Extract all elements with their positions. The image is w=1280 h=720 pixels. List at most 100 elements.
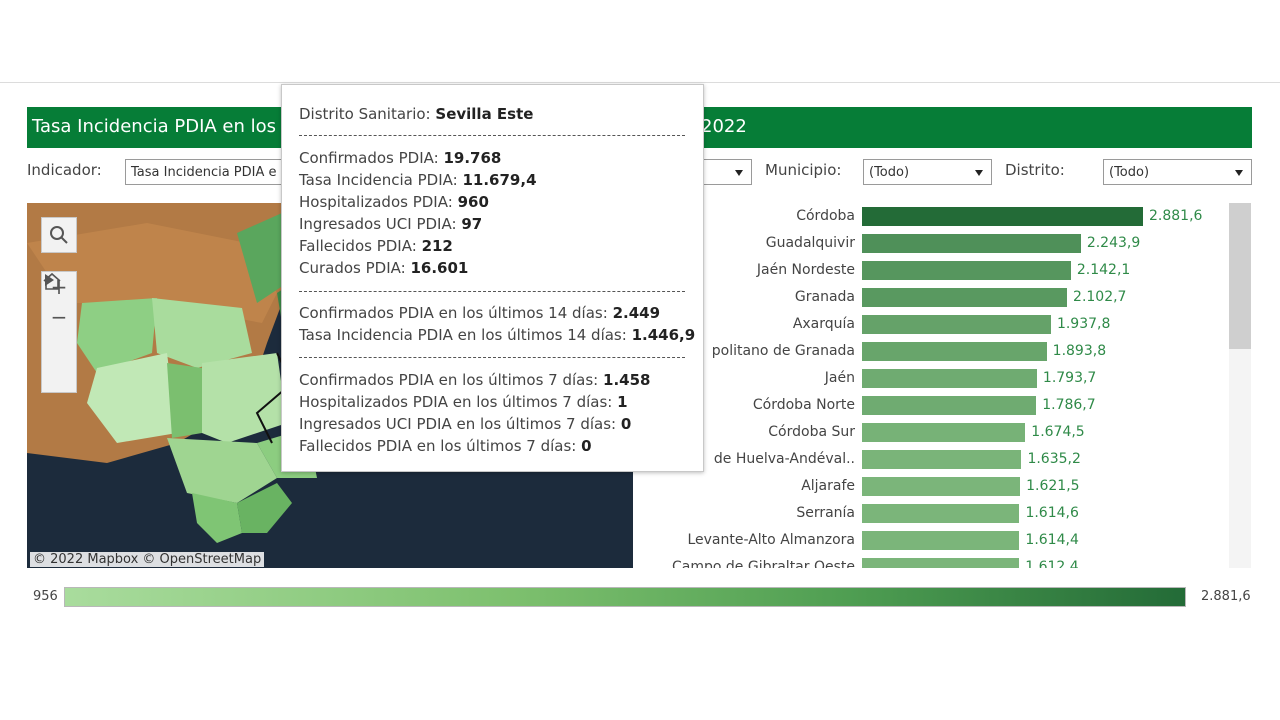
tooltip-row: Confirmados PDIA en los últimos 14 días:… — [299, 304, 660, 322]
bar-mark[interactable] — [862, 234, 1081, 253]
tooltip-row: Confirmados PDIA: 19.768 — [299, 149, 501, 167]
bar-value-label: 1.612,4 — [1025, 559, 1079, 568]
play-button[interactable] — [42, 274, 76, 392]
tooltip-row-value: 19.768 — [443, 149, 502, 167]
zoom-out-button[interactable]: − — [42, 302, 76, 332]
tooltip-district-label: Distrito Sanitario: — [299, 105, 431, 123]
map-search-button[interactable] — [41, 217, 77, 253]
region-district — [87, 353, 177, 443]
tooltip-row-value: 212 — [421, 237, 453, 255]
tooltip-row-label: Fallecidos PDIA en los últimos 7 días: — [299, 437, 577, 455]
bar-value-label: 1.674,5 — [1031, 424, 1085, 440]
bar-category-label: Jaén Nordeste — [756, 262, 855, 278]
top-divider — [0, 82, 1280, 83]
bar-mark[interactable] — [862, 288, 1068, 307]
region-district — [237, 483, 292, 533]
tooltip-row-value: 97 — [461, 215, 483, 233]
tooltip-row-label: Tasa Incidencia PDIA: — [299, 171, 458, 189]
tooltip-row: Hospitalizados PDIA: 960 — [299, 193, 489, 211]
bar-mark[interactable] — [862, 504, 1020, 523]
indicador-select-value: Tasa Incidencia PDIA e — [131, 165, 277, 180]
region-district — [192, 493, 242, 543]
tooltip-district-value: Sevilla Este — [435, 105, 534, 123]
tooltip-row-label: Ingresados UCI PDIA: — [299, 215, 457, 233]
tooltip-row-value: 0 — [581, 437, 592, 455]
bar-value-label: 1.937,8 — [1056, 316, 1111, 332]
bar-mark[interactable] — [862, 450, 1022, 469]
bar-chart-scrollbar[interactable] — [1229, 203, 1251, 568]
bar-mark[interactable] — [862, 477, 1021, 496]
bar-mark[interactable] — [862, 396, 1037, 415]
bar-value-label: 2.102,7 — [1073, 289, 1127, 305]
bar-value-label: 1.614,4 — [1025, 532, 1079, 548]
distrito-select-value: (Todo) — [1109, 165, 1150, 180]
search-icon — [50, 226, 68, 244]
bar-mark[interactable] — [862, 315, 1051, 334]
bar-category-label: Córdoba — [796, 208, 855, 224]
tooltip-row-value: 11.679,4 — [462, 171, 537, 189]
scrollbar-thumb[interactable] — [1229, 203, 1251, 349]
tooltip-row-label: Hospitalizados PDIA: — [299, 193, 453, 211]
tooltip-row-value: 0 — [620, 415, 632, 433]
bar-mark[interactable] — [862, 261, 1071, 280]
chevron-down-icon — [1235, 170, 1243, 176]
bar-value-label: 1.793,7 — [1042, 370, 1097, 386]
bar-chart: Córdoba 2.881,6 Guadalquivir 2.243,9 Jaén No… — [640, 203, 1228, 568]
bar-mark[interactable] — [862, 369, 1037, 388]
region-district — [167, 438, 277, 503]
bar-value-label: 1.893,8 — [1052, 343, 1107, 359]
bar-category-label: politano de Granada — [711, 343, 855, 359]
tooltip-row-label: Curados PDIA: — [299, 259, 406, 277]
bar-category-label: Córdoba Sur — [768, 424, 855, 440]
bar-mark[interactable] — [862, 423, 1026, 442]
region-district — [202, 353, 287, 443]
indicador-select-arrow-area[interactable] — [700, 159, 752, 185]
district-tooltip: Distrito Sanitario: Sevilla Este Confirm… — [281, 84, 704, 472]
bar-category-label: Serranía — [796, 505, 855, 521]
tooltip-separator — [299, 291, 685, 292]
bar-value-label: 1.614,6 — [1025, 505, 1079, 521]
distrito-select[interactable]: (Todo) — [1103, 159, 1252, 185]
tooltip-row: Ingresados UCI PDIA: 97 — [299, 215, 482, 233]
bar-category-label: Aljarafe — [801, 478, 855, 494]
tooltip-row-value: 1.446,9 — [631, 326, 696, 344]
municipio-select[interactable]: (Todo) — [863, 159, 992, 185]
indicador-label: Indicador: — [27, 161, 102, 179]
tooltip-row: Ingresados UCI PDIA en los últimos 7 día… — [299, 415, 631, 433]
bar-category-label: Axarquía — [792, 316, 855, 332]
tooltip-row: Fallecidos PDIA en los últimos 7 días: 0 — [299, 437, 592, 455]
zoom-in-icon: + — [50, 275, 68, 299]
bar-mark[interactable] — [862, 207, 1143, 226]
tooltip-row-label: Hospitalizados PDIA en los últimos 7 día… — [299, 393, 613, 411]
municipio-label: Municipio: — [765, 161, 842, 179]
tooltip-row: Hospitalizados PDIA en los últimos 7 día… — [299, 393, 628, 411]
tooltip-row-label: Confirmados PDIA en los últimos 7 días: — [299, 371, 599, 389]
bar-value-label: 1.621,5 — [1026, 478, 1080, 494]
municipio-select-value: (Todo) — [869, 165, 910, 180]
indicador-select[interactable]: Tasa Incidencia PDIA e — [125, 159, 285, 185]
zoom-out-icon: − — [50, 305, 68, 329]
bar-mark[interactable] — [862, 558, 1020, 568]
play-icon — [45, 274, 54, 286]
tooltip-row-value: 1.458 — [603, 371, 651, 389]
chevron-down-icon — [735, 170, 743, 176]
home-button[interactable] — [42, 272, 76, 362]
region-district — [167, 363, 202, 438]
bar-mark[interactable] — [862, 342, 1047, 361]
tooltip-row: Fallecidos PDIA: 212 — [299, 237, 453, 255]
bar-mark[interactable] — [862, 531, 1020, 550]
tooltip-separator — [299, 135, 685, 136]
tooltip-row: Curados PDIA: 16.601 — [299, 259, 468, 277]
color-legend-gradient — [64, 587, 1186, 607]
bar-value-label: 2.142,1 — [1076, 262, 1131, 278]
bar-category-label: Campo de Gibraltar Oeste — [672, 559, 855, 568]
page-title: Tasa Incidencia PDIA en los — [32, 116, 277, 137]
tooltip-row-label: Tasa Incidencia PDIA en los últimos 14 d… — [299, 326, 627, 344]
map-toolbar: + − — [41, 271, 77, 393]
zoom-in-button[interactable]: + — [42, 272, 76, 302]
bar-category-label: Córdoba Norte — [752, 397, 855, 413]
bar-category-label: Jaén — [824, 370, 855, 386]
map-canvas — [27, 203, 633, 568]
map-attribution: © 2022 Mapbox © OpenStreetMap — [30, 552, 265, 567]
distrito-label: Distrito: — [1005, 161, 1065, 179]
